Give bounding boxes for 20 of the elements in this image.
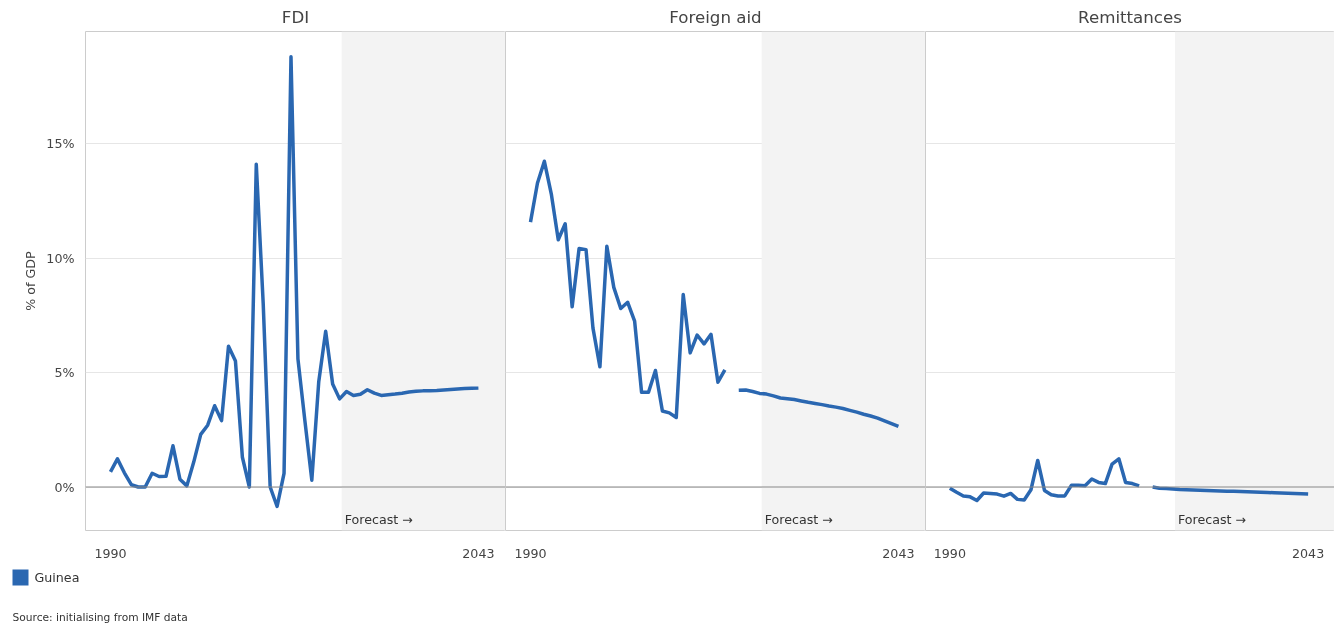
x-tick-label: 1990 [933, 545, 966, 561]
chart-title: Foreign aid [669, 7, 762, 27]
chart-title: Remittances [1078, 7, 1182, 27]
y-tick-label: 10% [46, 250, 75, 266]
y-axis-title: % of GDP [23, 250, 39, 311]
band-label: Forecast → [764, 511, 833, 527]
band-label: Forecast → [344, 511, 413, 527]
chart-title: FDI [281, 7, 310, 27]
source-note: Source: initialising from IMF data [12, 611, 188, 624]
y-tick-label: 15% [46, 136, 75, 152]
x-tick-label: 2043 [882, 545, 915, 561]
line-series [108, 54, 481, 509]
x-tick-label: 1990 [94, 545, 127, 561]
legend-label: Guinea [34, 570, 80, 585]
x-tick-label: 2043 [462, 545, 495, 561]
band-label: Forecast → [1177, 511, 1247, 527]
y-tick-label: 0% [54, 479, 75, 495]
y-tick-label: 5% [54, 365, 75, 381]
x-tick-label: 2043 [1292, 545, 1325, 561]
x-tick-label: 1990 [514, 545, 547, 561]
